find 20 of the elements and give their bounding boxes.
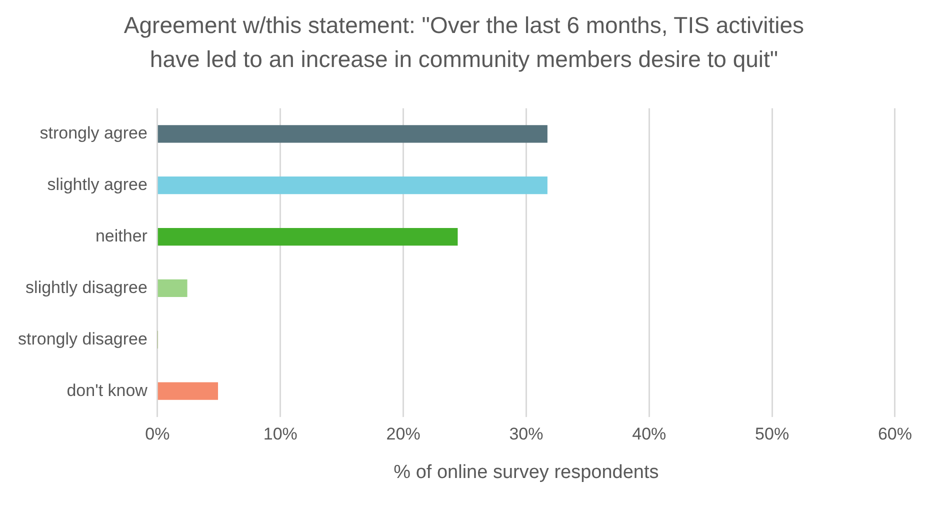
- bar: [158, 228, 458, 246]
- x-tick-label: 10%: [263, 424, 298, 444]
- y-tick-label: neither: [95, 226, 148, 246]
- y-tick-label: slightly agree: [47, 175, 148, 194]
- y-tick-label: slightly disagree: [26, 278, 148, 297]
- y-tick-label: strongly disagree: [18, 329, 148, 348]
- x-tick-label: 20%: [386, 424, 420, 444]
- bar: [158, 382, 218, 400]
- bar: [158, 176, 548, 194]
- x-tick-label: 30%: [509, 424, 544, 444]
- y-tick-label: strongly agree: [40, 124, 148, 143]
- x-tick-label: 60%: [878, 424, 912, 444]
- bar: [158, 279, 188, 298]
- x-tick-label: 40%: [632, 424, 666, 444]
- x-tick-label: 50%: [755, 424, 790, 444]
- chart-title: Agreement w/this statement: "Over the last 6 months, TIS activities have led to an increase in community members desire to quit": [122, 11, 806, 74]
- x-tick-label: 0%: [145, 424, 170, 444]
- bar: [158, 125, 548, 143]
- y-tick-label: don't know: [66, 380, 148, 400]
- x-axis-title: % of online survey respondents: [394, 462, 659, 483]
